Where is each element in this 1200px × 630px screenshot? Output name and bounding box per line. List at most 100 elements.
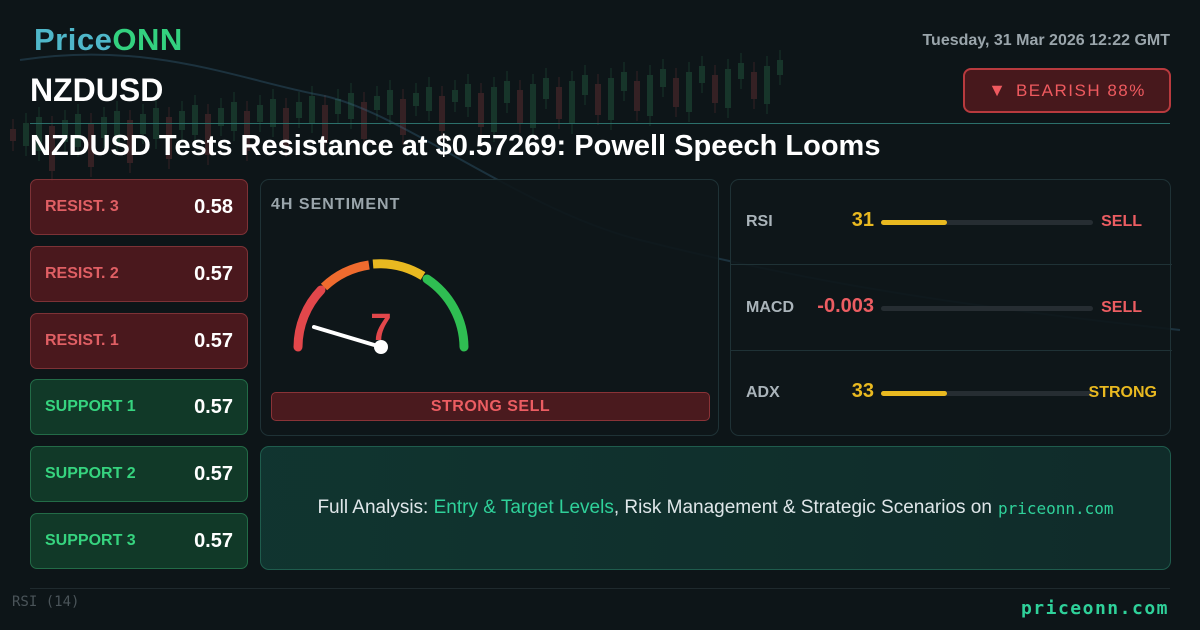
background-candle (296, 102, 302, 118)
headline: NZDUSD Tests Resistance at $0.57269: Pow… (30, 130, 881, 162)
background-candle (452, 90, 458, 102)
indicator-value: 33 (851, 380, 874, 402)
background-candle (36, 117, 42, 151)
background-candle (205, 114, 211, 155)
gauge-arc-yellow (372, 259, 426, 280)
background-candle (478, 93, 484, 127)
symbol-title: NZDUSD (30, 72, 164, 108)
background-candle (23, 123, 29, 146)
indicator-fill (881, 391, 947, 396)
background-candle (244, 111, 250, 151)
priceonn-logo: PriceONN (34, 22, 183, 57)
level-label: SUPPORT 3 (45, 532, 136, 549)
background-candle (725, 69, 731, 108)
indicator-name: RSI (746, 213, 773, 230)
gauge-pivot (374, 340, 388, 354)
background-candle (595, 84, 601, 115)
background-candle (556, 87, 562, 119)
background-candle (569, 81, 575, 124)
indicator-signal: SELL (1101, 213, 1142, 230)
background-candle (400, 99, 406, 135)
level-label: SUPPORT 2 (45, 465, 136, 482)
background-candle (621, 72, 627, 91)
indicator-value: -0.003 (817, 295, 874, 317)
cta-prefix: Full Analysis: (317, 497, 434, 518)
background-candle (374, 96, 380, 110)
level-value: 0.58 (194, 195, 233, 218)
support-1-card: SUPPORT 1 0.57 (30, 379, 248, 435)
full-analysis-banner[interactable]: Full Analysis: Entry & Target Levels , R… (260, 446, 1171, 570)
indicator-signal: SELL (1101, 299, 1142, 316)
background-candle (504, 81, 510, 103)
background-candle (465, 84, 471, 107)
indicator-value: 31 (851, 209, 874, 231)
background-candle (49, 126, 55, 171)
background-candle (10, 129, 16, 141)
background-candle (127, 120, 133, 163)
background-candle (101, 117, 107, 138)
background-candle (426, 87, 432, 111)
background-candle (634, 81, 640, 111)
indicator-row-macd: MACD -0.003 SELL (731, 266, 1172, 351)
background-candle (166, 117, 172, 159)
background-candle (387, 90, 393, 115)
background-candle (712, 75, 718, 103)
footer-url[interactable]: priceonn.com (1020, 598, 1169, 619)
indicator-row-rsi: RSI 31 SELL (731, 180, 1172, 265)
background-candle (322, 105, 328, 143)
background-candle (699, 66, 705, 83)
sentiment-panel: 4H SENTIMENT 7 STRONG SELL (260, 179, 719, 436)
background-candle (348, 93, 354, 119)
gauge-arc-green (422, 274, 469, 352)
resistance-1-card: RESIST. 1 0.57 (30, 313, 248, 369)
indicator-signal: STRONG (1088, 384, 1157, 401)
background-candle (764, 66, 770, 104)
indicator-name: MACD (746, 299, 794, 316)
resistance-2-card: RESIST. 2 0.57 (30, 246, 248, 302)
background-candle (75, 114, 81, 147)
support-3-card: SUPPORT 3 0.57 (30, 513, 248, 569)
datetime: Tuesday, 31 Mar 2026 12:22 GMT (922, 32, 1170, 49)
level-value: 0.57 (194, 262, 233, 285)
background-candle (647, 75, 653, 116)
sentiment-gauge: 7 (293, 259, 469, 354)
background-candle (413, 93, 419, 106)
background-candle (192, 105, 198, 135)
level-value: 0.57 (194, 529, 233, 552)
background-candle (309, 96, 315, 123)
level-label: RESIST. 2 (45, 265, 119, 282)
indicator-name: ADX (746, 384, 780, 401)
level-label: SUPPORT 1 (45, 398, 136, 415)
background-candle (530, 84, 536, 128)
background-candle (660, 69, 666, 87)
background-candle (439, 96, 445, 131)
gauge-needle (312, 325, 383, 349)
down-triangle-icon: ▼ (988, 80, 1006, 100)
indicator-track (881, 306, 1093, 311)
cta-middle: , Risk Management & Strategic Scenarios … (613, 497, 992, 518)
cta-site-link[interactable]: priceonn.com (997, 498, 1114, 518)
badge-text: BEARISH 88% (1015, 80, 1146, 100)
background-candle (673, 78, 679, 107)
background-candle (270, 99, 276, 127)
sentiment-title: 4H SENTIMENT (271, 196, 401, 213)
indicator-fill (881, 220, 947, 225)
level-label: RESIST. 3 (45, 198, 119, 215)
gauge-arc-orange (320, 260, 370, 291)
resistance-3-card: RESIST. 3 0.58 (30, 179, 248, 235)
background-candle (491, 87, 497, 132)
bearish-badge: ▼ BEARISH 88% (963, 68, 1171, 113)
background-candle (335, 99, 341, 114)
background-candle (751, 72, 757, 99)
level-value: 0.57 (194, 329, 233, 352)
background-candle (361, 102, 367, 139)
indicator-track (881, 220, 1093, 225)
background-candle (738, 63, 744, 79)
background-candle (179, 111, 185, 130)
background-candle (62, 120, 68, 142)
background-candle (283, 108, 289, 147)
sentiment-label: STRONG SELL (271, 392, 710, 421)
background-candle (140, 114, 146, 134)
level-value: 0.57 (194, 395, 233, 418)
background-candle (582, 75, 588, 95)
